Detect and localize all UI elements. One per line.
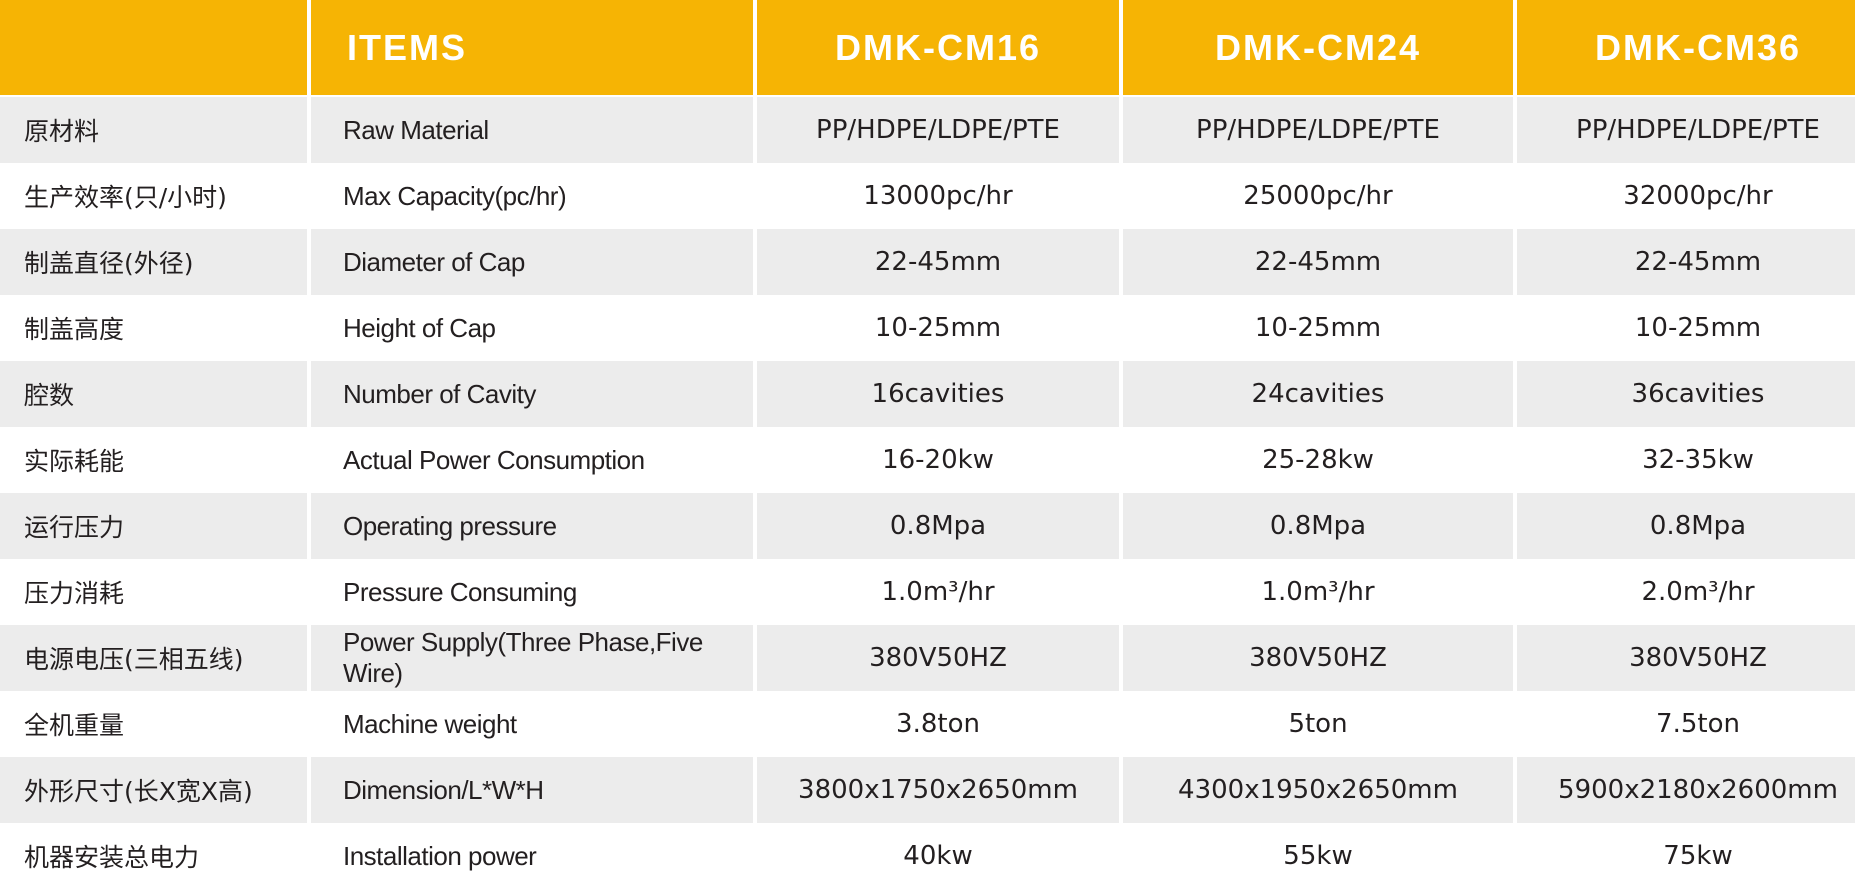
row-label-cn: 压力消耗: [24, 579, 125, 608]
table-row: 外形尺寸(长X宽X高) Dimension/L*W*H 3800x1750x2650…: [0, 757, 1855, 823]
cell-value: 0.8Mpa: [1123, 493, 1513, 559]
cell-value: 1.0m³/hr: [881, 577, 995, 607]
table-row: 实际耗能 Actual Power Consumption 16-20kw 25-28…: [0, 427, 1855, 493]
cell-value: 32000pc/hr: [1623, 181, 1773, 211]
row-label-en: Installation power: [343, 840, 537, 871]
row-label-en: Number of Cavity: [311, 361, 753, 427]
cell-value: 0.8Mpa: [1517, 493, 1855, 559]
cell-value: 5900x2180x2600mm: [1517, 757, 1855, 823]
cell-value: 55kw: [1283, 841, 1353, 871]
cell-value: 16cavities: [757, 361, 1119, 427]
cell-value: 22-45mm: [1517, 229, 1855, 295]
row-label-en: Max Capacity(pc/hr): [343, 180, 567, 211]
cell-value: 36cavities: [1517, 361, 1855, 427]
cell-value: 3800x1750x2650mm: [757, 757, 1119, 823]
row-label-cn: 全机重量: [24, 711, 125, 740]
row-label-cn: 制盖高度: [24, 315, 125, 344]
row-label-cn: 外形尺寸(长X宽X高): [0, 757, 307, 823]
table-row: 腔数 Number of Cavity 16cavities 24cavities 36…: [0, 361, 1855, 427]
row-label-en: Raw Material: [311, 95, 753, 163]
row-label-en: Power Supply(Three Phase,Five Wire): [311, 625, 753, 691]
cell-value: 0.8Mpa: [757, 493, 1119, 559]
header-blank: [0, 0, 307, 95]
table-row: 制盖直径(外径) Diameter of Cap 22-45mm 22-45mm 22-…: [0, 229, 1855, 295]
cell-value: 25-28kw: [1262, 445, 1374, 475]
table-row: 机器安装总电力 Installation power 40kw 55kw 75kw: [0, 823, 1855, 889]
header-row: ITEMS DMK-CM16 DMK-CM24 DMK-CM36: [0, 0, 1855, 95]
cell-value: PP/HDPE/LDPE/PTE: [1123, 95, 1513, 163]
row-label-en: Operating pressure: [311, 493, 753, 559]
cell-value: PP/HDPE/LDPE/PTE: [757, 95, 1119, 163]
cell-value: 2.0m³/hr: [1641, 577, 1755, 607]
table-row: 压力消耗 Pressure Consuming 1.0m³/hr 1.0m³/hr 2.…: [0, 559, 1855, 625]
cell-value: 22-45mm: [757, 229, 1119, 295]
row-label-cn: 实际耗能: [24, 447, 125, 476]
table-row: 生产效率(只/小时) Max Capacity(pc/hr) 13000pc/hr 2…: [0, 163, 1855, 229]
cell-value: 380V50HZ: [757, 625, 1119, 691]
cell-value: 380V50HZ: [1123, 625, 1513, 691]
row-label-en: Dimension/L*W*H: [311, 757, 753, 823]
table-row: 电源电压(三相五线) Power Supply(Three Phase,Five …: [0, 625, 1855, 691]
table-row: 原材料 Raw Material PP/HDPE/LDPE/PTE PP/HDPE/L…: [0, 95, 1855, 163]
header-model-cm16: DMK-CM16: [757, 0, 1119, 95]
row-label-cn: 腔数: [0, 361, 307, 427]
table-row: 运行压力 Operating pressure 0.8Mpa 0.8Mpa 0.8Mpa: [0, 493, 1855, 559]
cell-value: 10-25mm: [874, 313, 1002, 343]
table-row: 制盖高度 Height of Cap 10-25mm 10-25mm 10-25mm: [0, 295, 1855, 361]
cell-value: 13000pc/hr: [863, 181, 1013, 211]
cell-value: 40kw: [903, 841, 973, 871]
row-label-cn: 电源电压(三相五线): [0, 625, 307, 691]
cell-value: 10-25mm: [1634, 313, 1762, 343]
header-model-cm36: DMK-CM36: [1517, 0, 1855, 95]
header-items: ITEMS: [311, 0, 753, 95]
cell-value: 24cavities: [1123, 361, 1513, 427]
cell-value: 10-25mm: [1254, 313, 1382, 343]
cell-value: 32-35kw: [1642, 445, 1754, 475]
header-model-cm24: DMK-CM24: [1123, 0, 1513, 95]
row-label-en: Actual Power Consumption: [343, 444, 645, 475]
row-label-en: Pressure Consuming: [343, 576, 577, 607]
cell-value: 25000pc/hr: [1243, 181, 1393, 211]
cell-value: 3.8ton: [896, 709, 980, 739]
cell-value: PP/HDPE/LDPE/PTE: [1517, 95, 1855, 163]
row-label-cn: 生产效率(只/小时): [24, 183, 227, 212]
row-label-cn: 原材料: [0, 95, 307, 163]
cell-value: 4300x1950x2650mm: [1123, 757, 1513, 823]
row-label-cn: 制盖直径(外径): [0, 229, 307, 295]
cell-value: 16-20kw: [882, 445, 994, 475]
cell-value: 7.5ton: [1656, 709, 1740, 739]
row-label-en: Machine weight: [343, 708, 517, 739]
row-label-en: Height of Cap: [343, 312, 496, 343]
cell-value: 22-45mm: [1123, 229, 1513, 295]
table-row: 全机重量 Machine weight 3.8ton 5ton 7.5ton: [0, 691, 1855, 757]
row-label-cn: 运行压力: [0, 493, 307, 559]
cell-value: 5ton: [1288, 709, 1348, 739]
row-label-cn: 机器安装总电力: [24, 843, 200, 872]
row-label-en: Diameter of Cap: [311, 229, 753, 295]
cell-value: 380V50HZ: [1517, 625, 1855, 691]
cell-value: 75kw: [1663, 841, 1733, 871]
cell-value: 1.0m³/hr: [1261, 577, 1375, 607]
